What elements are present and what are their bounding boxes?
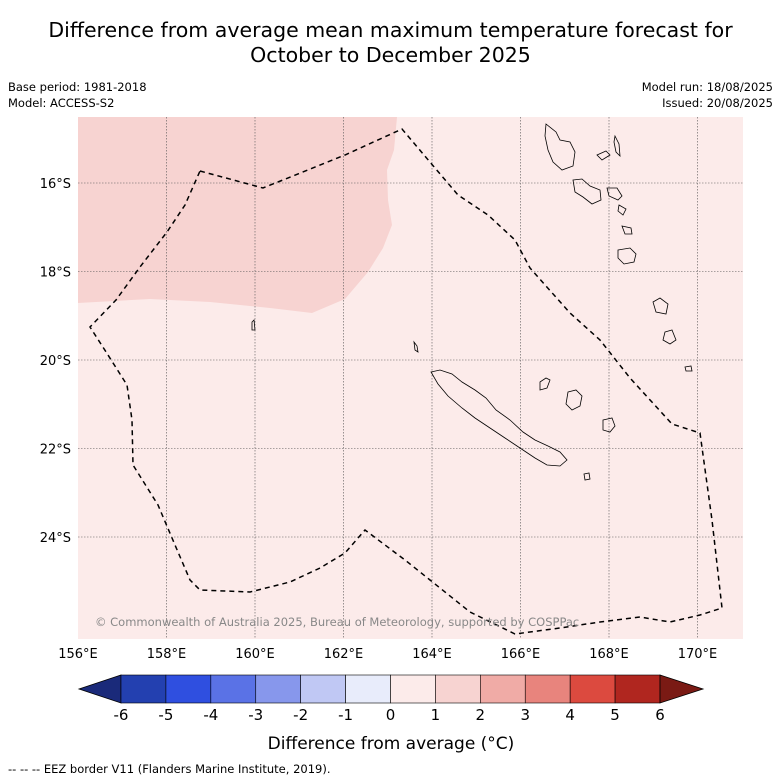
copyright-notice: © Commonwealth of Australia 2025, Bureau… <box>95 615 579 629</box>
eez-border <box>89 128 723 635</box>
title-line-1: Difference from average mean maximum tem… <box>48 18 733 42</box>
lon-label-166e: 166°E <box>501 647 541 662</box>
lon-label-170e: 170°E <box>678 647 718 662</box>
colorbar-tick-label: -4 <box>203 706 218 724</box>
vanuatu-espiritu-santo <box>544 123 576 171</box>
chesterfield-islet <box>251 319 256 331</box>
colorbar-tick-label: 6 <box>655 706 665 724</box>
lon-label-162e: 162°E <box>324 647 364 662</box>
matthew-island <box>652 297 669 315</box>
lat-label-22s: 22°S <box>40 443 71 458</box>
new-caledonia-mainland <box>430 369 568 467</box>
colorbar-tick-label: -5 <box>158 706 173 724</box>
vanuatu-malekula <box>572 178 602 205</box>
colorbar-cell <box>345 674 391 704</box>
colorbar-cell <box>255 674 301 704</box>
lon-label-160e: 160°E <box>235 647 275 662</box>
colorbar-ticks: -6 -5 -4 -3 -2 -1 0 1 2 3 4 5 6 <box>114 706 665 724</box>
vanuatu-ambae <box>596 150 611 161</box>
colorbar-tick-label: 0 <box>386 706 396 724</box>
colorbar-cell <box>480 674 526 704</box>
vanuatu-erromango <box>617 247 637 265</box>
loyalty-island-ouvea <box>539 377 551 391</box>
colorbar-tick-label: 4 <box>565 706 575 724</box>
colorbar-cell <box>524 674 571 704</box>
lon-label-158e: 158°E <box>147 647 187 662</box>
colorbar-cell <box>569 674 616 704</box>
gridlines <box>78 117 743 639</box>
meta-right: Model run: 18/08/2025 Issued: 20/08/2025 <box>642 79 773 111</box>
model-name: Model: ACCESS-S2 <box>8 96 115 110</box>
lat-label-20s: 20°S <box>40 354 71 369</box>
colorbar-tick-label: 3 <box>520 706 530 724</box>
hunter-island <box>662 329 677 345</box>
lat-label-16s: 16°S <box>40 177 71 192</box>
lon-label-156e: 156°E <box>58 647 98 662</box>
lat-label-24s: 24°S <box>40 531 71 546</box>
vanuatu-maewo <box>613 134 621 158</box>
issued-date: Issued: 20/08/2025 <box>662 96 773 110</box>
coastlines <box>251 123 693 481</box>
vanuatu-pentecost <box>606 187 623 201</box>
meta-left: Base period: 1981-2018 Model: ACCESS-S2 <box>8 79 147 111</box>
colorbar-tick-label: -2 <box>293 706 308 724</box>
anomaly-band-1-2 <box>78 117 397 313</box>
model-run: Model run: 18/08/2025 <box>641 80 773 94</box>
colorbar-cell <box>165 674 212 704</box>
colorbar-tick-label: 5 <box>610 706 620 724</box>
colorbar-label: Difference from average (°C) <box>268 734 515 754</box>
colorbar-cell <box>614 674 661 704</box>
colorbar-tick-label: -1 <box>338 706 353 724</box>
map-title: Difference from average mean maximum tem… <box>0 18 781 68</box>
vanuatu-efate <box>621 225 633 235</box>
title-line-2: October to December 2025 <box>250 43 531 67</box>
isle-of-pines <box>583 472 591 481</box>
colorbar-cell <box>120 674 167 704</box>
colorbar: -6 -5 -4 -3 -2 -1 0 1 2 3 4 5 6 Difference from aver… <box>77 674 705 754</box>
colorbar-tick-label: -3 <box>248 706 263 724</box>
belep-island <box>413 340 419 353</box>
lon-label-168e: 168°E <box>589 647 629 662</box>
colorbar-cell <box>300 674 346 704</box>
colorbar-cell <box>210 674 257 704</box>
colorbar-tick-label: 2 <box>476 706 486 724</box>
loyalty-island-lifou <box>565 389 583 411</box>
colorbar-extend-high <box>659 674 705 704</box>
colorbar-tick-label: -6 <box>114 706 129 724</box>
lat-label-18s: 18°S <box>40 266 71 281</box>
colorbar-cell <box>435 674 481 704</box>
lon-labels: 156°E 158°E 160°E 162°E 164°E 166°E 168°… <box>58 647 717 662</box>
eez-footnote: -- -- -- EEZ border V11 (Flanders Marine… <box>8 762 331 776</box>
colorbar-tick-label: 1 <box>431 706 441 724</box>
vanuatu-epi <box>617 204 627 216</box>
colorbar-cell <box>390 674 436 704</box>
small-islet-east <box>684 365 693 372</box>
lat-labels: 16°S 18°S 20°S 22°S 24°S <box>40 177 71 546</box>
colorbar-extend-low <box>77 674 122 704</box>
lon-label-164e: 164°E <box>412 647 452 662</box>
colorbar-cells <box>120 674 661 704</box>
base-period: Base period: 1981-2018 <box>8 80 147 94</box>
loyalty-island-mare <box>602 417 616 433</box>
